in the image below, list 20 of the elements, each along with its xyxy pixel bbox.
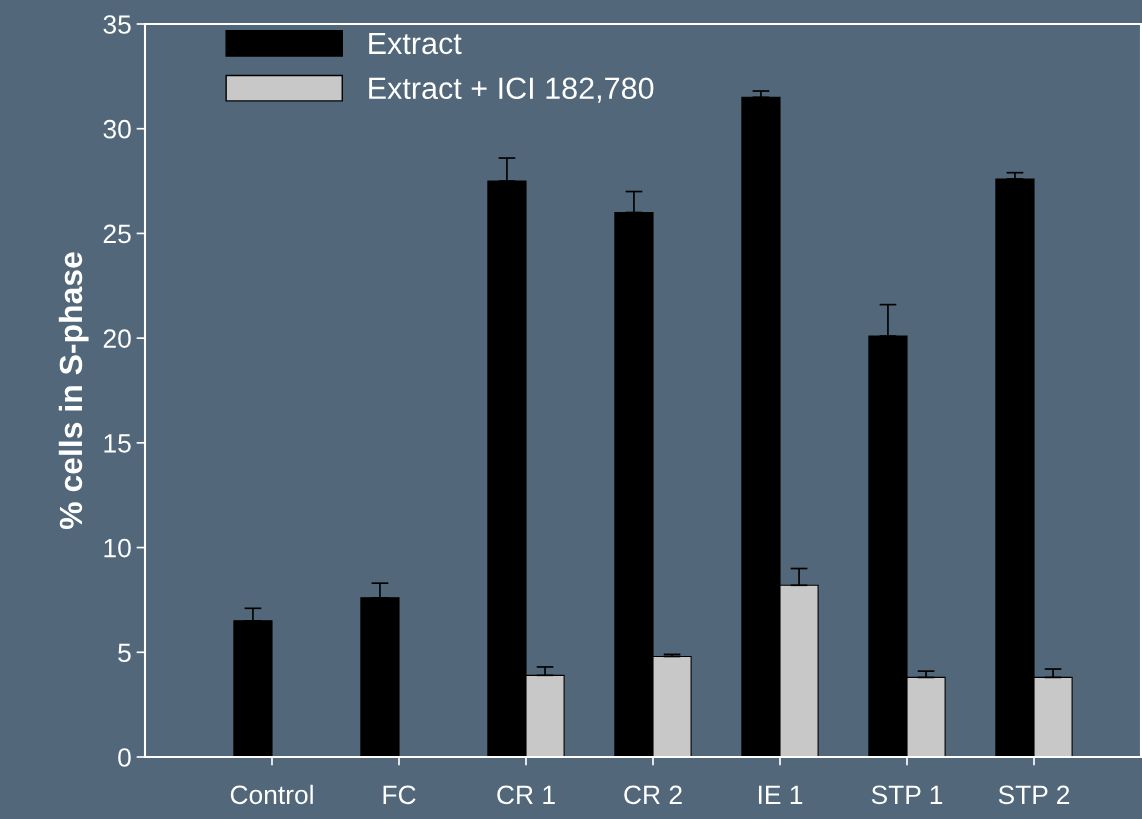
y-tick-label: 35 xyxy=(103,15,131,34)
bar xyxy=(360,597,400,757)
x-tick-label: STP 2 xyxy=(998,785,1070,805)
x-tick-label: CR 1 xyxy=(497,785,555,805)
y-tick-label: 10 xyxy=(104,538,131,558)
x-tick-label: Control xyxy=(230,784,313,805)
y-tick-label: 20 xyxy=(103,329,131,348)
bar xyxy=(233,620,273,757)
legend-label: Extract + ICI 182,780 xyxy=(369,77,654,103)
x-tick-label: STP 1 xyxy=(871,785,943,805)
y-tick-label: 5 xyxy=(118,643,131,663)
x-tick-label: IE 1 xyxy=(758,785,803,804)
y-tick-label: 30 xyxy=(103,119,131,139)
x-tick-label: FC xyxy=(383,785,416,805)
x-tick-label: CR 2 xyxy=(624,785,682,805)
y-tick-label: 0 xyxy=(118,748,131,767)
y-tick-label: 25 xyxy=(103,224,131,244)
y-axis-title: % cells in S-phase xyxy=(58,252,89,530)
y-tick-label: 15 xyxy=(104,434,131,453)
legend-label: Extract xyxy=(369,32,462,55)
